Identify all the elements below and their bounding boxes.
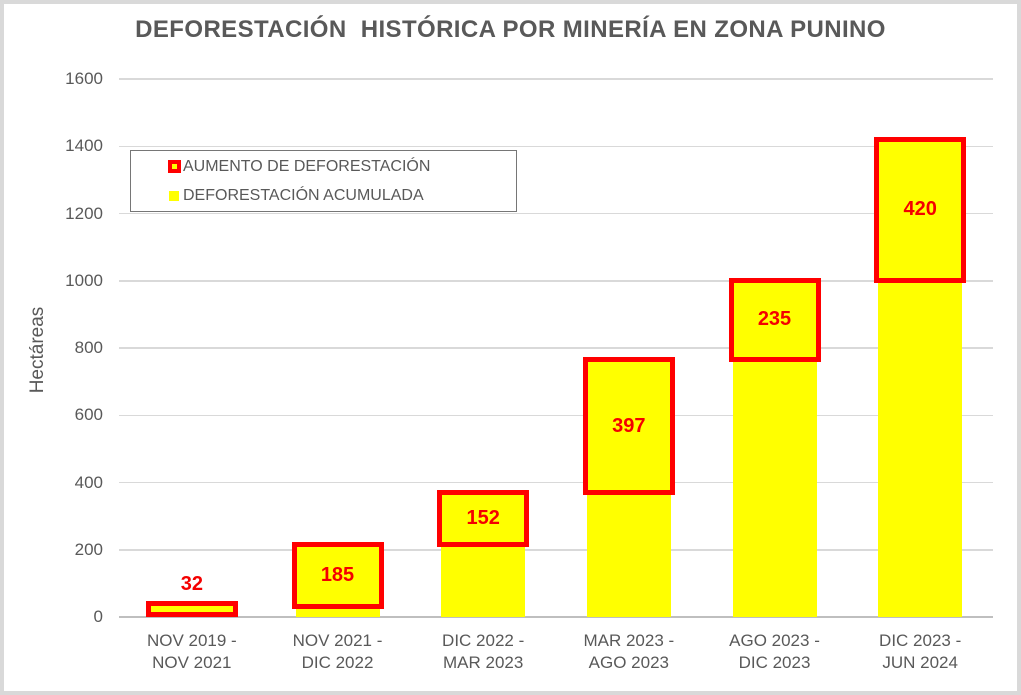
bar-increase bbox=[437, 490, 530, 547]
legend-item-accumulated: DEFORESTACIÓN ACUMULADA bbox=[168, 186, 516, 206]
x-category-line1: DIC 2022 - bbox=[442, 631, 525, 650]
x-category-line2: NOV 2021 bbox=[152, 653, 232, 672]
x-axis-line bbox=[119, 616, 993, 618]
bar-value-label: 420 bbox=[903, 198, 937, 221]
gridline bbox=[119, 212, 993, 215]
x-category-line1: NOV 2019 - bbox=[146, 631, 237, 650]
legend-label-accumulated: DEFORESTACIÓN ACUMULADA bbox=[183, 186, 424, 204]
x-category-line1: AGO 2023 - bbox=[729, 631, 820, 650]
gridline bbox=[119, 145, 993, 147]
x-category-line2: MAR 2023 bbox=[442, 653, 524, 672]
gridline bbox=[119, 347, 993, 349]
bar-accumulated bbox=[586, 492, 671, 617]
legend-swatch-increase-icon bbox=[168, 160, 181, 173]
chart-title: DEFORESTACIÓN HISTÓRICA POR MINERÍA EN Z… bbox=[135, 16, 886, 43]
y-tick-label: 1600 bbox=[65, 69, 103, 88]
bar-value-label: 185 bbox=[320, 563, 355, 586]
x-category-line2: JUN 2024 bbox=[882, 653, 958, 672]
gridline bbox=[119, 414, 993, 416]
x-category-label: DIC 2022 - MAR 2023 bbox=[411, 630, 555, 674]
y-tick-label: 200 bbox=[74, 539, 103, 559]
x-category-label: MAR 2023 - AGO 2023 bbox=[557, 630, 701, 674]
x-category-line2: DIC 2023 bbox=[738, 653, 811, 672]
bar-value-label: 152 bbox=[466, 506, 500, 529]
x-category-label: NOV 2019 - NOV 2021 bbox=[120, 630, 264, 674]
x-category-line1: NOV 2021 - bbox=[292, 631, 383, 650]
x-category-label: NOV 2021 - DIC 2022 bbox=[266, 630, 410, 674]
plot-area: 32 185 152 397 235 420 bbox=[119, 78, 993, 618]
bar-value-label: 235 bbox=[757, 308, 792, 331]
y-tick-label: 1200 bbox=[65, 203, 103, 223]
bar-accumulated bbox=[441, 544, 526, 617]
y-tick-label: 0 bbox=[93, 607, 103, 626]
legend-label-increase: AUMENTO DE DEFORESTACIÓN bbox=[183, 157, 431, 175]
legend-item-increase: AUMENTO DE DEFORESTACIÓN bbox=[168, 157, 516, 177]
legend-swatch-accumulated-icon bbox=[169, 190, 179, 201]
bar-increase bbox=[291, 541, 384, 609]
x-category-line1: DIC 2023 - bbox=[879, 631, 962, 650]
bar-value-label: 32 bbox=[180, 573, 203, 596]
y-tick-label: 400 bbox=[74, 472, 103, 492]
bar-increase bbox=[145, 601, 238, 617]
gridline bbox=[119, 78, 993, 80]
bar-increase bbox=[582, 356, 675, 496]
y-tick-label: 1400 bbox=[65, 136, 103, 156]
legend: AUMENTO DE DEFORESTACIÓN DEFORESTACIÓN A… bbox=[130, 150, 517, 212]
bar-increase bbox=[874, 136, 967, 283]
bar-accumulated bbox=[878, 280, 963, 617]
y-tick-label: 600 bbox=[74, 405, 103, 425]
x-category-line2: DIC 2022 bbox=[301, 653, 374, 672]
gridline bbox=[119, 549, 993, 551]
gridline bbox=[119, 280, 993, 282]
gridline bbox=[119, 481, 993, 484]
x-category-line1: MAR 2023 - bbox=[583, 631, 675, 650]
y-tick-label: 800 bbox=[74, 338, 103, 357]
bar-increase bbox=[728, 277, 821, 362]
bar-accumulated bbox=[295, 606, 380, 617]
x-category-label: AGO 2023 - DIC 2023 bbox=[703, 630, 847, 674]
y-tick-label: 1000 bbox=[65, 270, 103, 290]
bar-value-label: 397 bbox=[612, 414, 646, 437]
x-category-label: DIC 2023 - JUN 2024 bbox=[848, 630, 992, 674]
x-category-line2: AGO 2023 bbox=[588, 653, 669, 672]
bar-accumulated bbox=[732, 359, 817, 617]
